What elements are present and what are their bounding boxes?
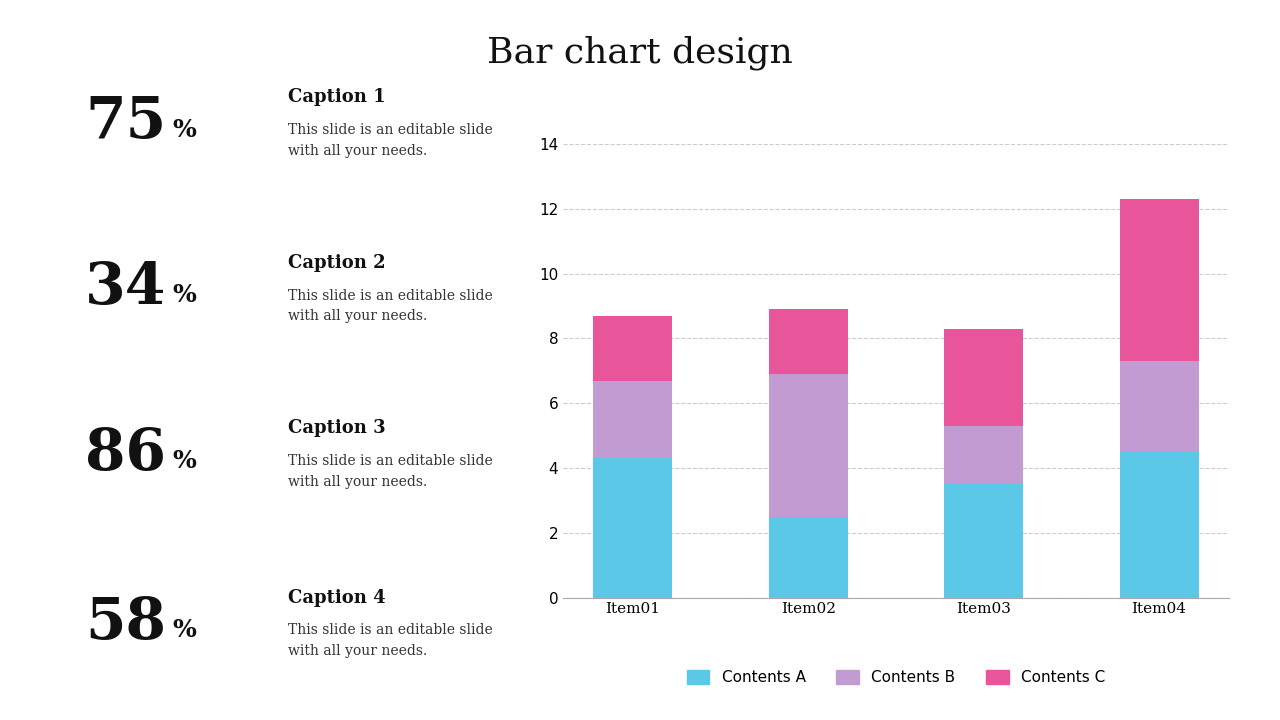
Bar <box>769 374 847 517</box>
Bar <box>769 309 847 374</box>
Text: Caption 4: Caption 4 <box>288 589 385 606</box>
Text: This slide is an editable slide
with all your needs.: This slide is an editable slide with all… <box>288 624 493 658</box>
Text: %: % <box>173 618 197 642</box>
Text: Bar chart design: Bar chart design <box>488 36 792 71</box>
Bar <box>1120 199 1198 361</box>
Bar <box>594 315 672 380</box>
Text: %: % <box>173 283 197 307</box>
Text: %: % <box>173 449 197 473</box>
Text: Caption 1: Caption 1 <box>288 88 385 106</box>
Text: Caption 2: Caption 2 <box>288 254 385 271</box>
Text: 86: 86 <box>86 426 166 482</box>
Bar <box>945 484 1023 598</box>
Text: 34: 34 <box>84 260 166 316</box>
Text: This slide is an editable slide
with all your needs.: This slide is an editable slide with all… <box>288 123 493 158</box>
Text: 58: 58 <box>86 595 166 651</box>
Text: 75: 75 <box>86 94 166 150</box>
Legend: Contents A, Contents B, Contents C: Contents A, Contents B, Contents C <box>681 665 1111 691</box>
Bar <box>769 517 847 598</box>
Text: This slide is an editable slide
with all your needs.: This slide is an editable slide with all… <box>288 454 493 489</box>
Text: This slide is an editable slide
with all your needs.: This slide is an editable slide with all… <box>288 289 493 323</box>
Bar <box>594 458 672 598</box>
Bar <box>594 380 672 458</box>
Text: %: % <box>173 117 197 142</box>
Bar <box>945 328 1023 426</box>
Bar <box>1120 452 1198 598</box>
Text: Caption 3: Caption 3 <box>288 419 385 438</box>
Bar <box>1120 361 1198 452</box>
Bar <box>945 426 1023 484</box>
